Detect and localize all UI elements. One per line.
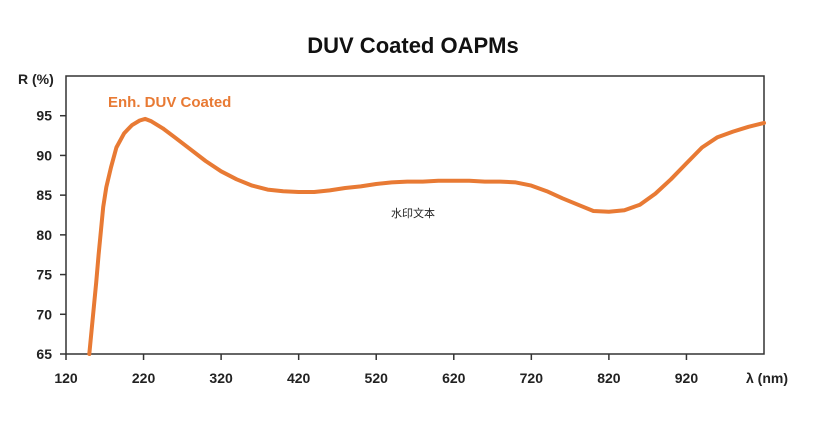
y-tick-label: 90 bbox=[36, 147, 52, 163]
chart-title: DUV Coated OAPMs bbox=[307, 33, 518, 58]
x-tick-label: 720 bbox=[520, 370, 544, 386]
plot-area-frame bbox=[65, 75, 765, 355]
x-tick-label: 420 bbox=[287, 370, 311, 386]
x-tick-label: 520 bbox=[365, 370, 389, 386]
x-tick-label: 620 bbox=[442, 370, 466, 386]
series-line-0 bbox=[87, 116, 766, 356]
y-tick-label: 65 bbox=[36, 346, 52, 362]
y-tick-label: 75 bbox=[36, 267, 52, 283]
y-axis-label: R (%) bbox=[18, 71, 54, 87]
x-tick-label: 120 bbox=[54, 370, 78, 386]
y-axis-ticks: 65 70 75 80 85 90 95 bbox=[36, 108, 66, 362]
x-tick-label: 220 bbox=[132, 370, 156, 386]
x-axis-ticks: 120 220 320 420 520 620 720 820 920 bbox=[54, 354, 698, 386]
legend-entry-enh-duv-coated: Enh. DUV Coated bbox=[108, 94, 231, 111]
y-tick-label: 70 bbox=[36, 306, 52, 322]
y-tick-label: 95 bbox=[36, 108, 52, 124]
x-tick-label: 820 bbox=[597, 370, 621, 386]
x-tick-label: 920 bbox=[675, 370, 699, 386]
x-tick-label: 320 bbox=[209, 370, 233, 386]
y-tick-label: 80 bbox=[36, 227, 52, 243]
y-tick-label: 85 bbox=[36, 187, 52, 203]
x-axis-label: λ (nm) bbox=[746, 370, 788, 386]
chart-annotation: 水印文本 bbox=[391, 206, 435, 220]
plot-area bbox=[87, 116, 766, 356]
